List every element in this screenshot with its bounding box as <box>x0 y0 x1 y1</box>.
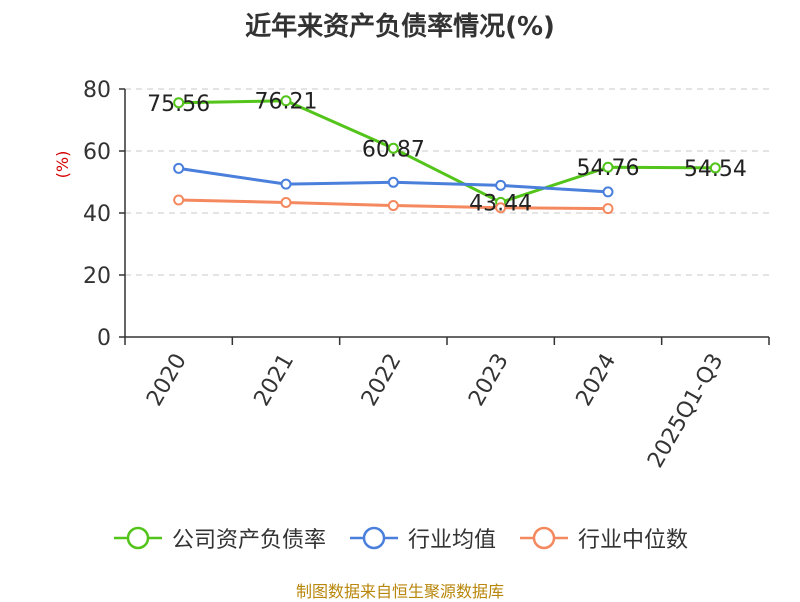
data-point <box>173 97 185 109</box>
legend: 公司资产负债率 行业均值 行业中位数 <box>0 518 800 558</box>
legend-label: 行业中位数 <box>578 528 689 553</box>
x-tick-label: 2021 <box>250 350 300 411</box>
legend-label: 公司资产负债率 <box>171 528 326 553</box>
x-tick-label: 2024 <box>572 350 622 411</box>
data-point <box>387 142 399 154</box>
data-point <box>387 200 399 212</box>
data-labels: 75.56 76.21 60.87 43.44 54.76 54.54 <box>147 90 747 217</box>
data-point <box>602 203 614 215</box>
x-tick-label: 2020 <box>142 350 192 411</box>
data-point <box>495 202 507 214</box>
data-label: 43.44 <box>469 191 532 216</box>
gridlines <box>125 88 769 276</box>
y-tick-label: 80 <box>83 78 111 103</box>
data-label: 75.56 <box>147 92 210 117</box>
data-point <box>280 95 292 107</box>
legend-item[interactable]: 公司资产负债率 <box>112 522 326 554</box>
data-label: 54.54 <box>684 157 747 182</box>
legend-item[interactable]: 行业中位数 <box>518 522 688 554</box>
y-axis-label: (%) <box>53 151 72 179</box>
x-tick-label: 2025Q1-Q3 <box>643 350 728 473</box>
data-point <box>387 176 399 188</box>
data-label: 54.76 <box>577 156 640 181</box>
source-note: 制图数据来自恒生聚源数据库 <box>295 582 504 601</box>
data-point <box>709 162 721 174</box>
chart-title: 近年来资产负债率情况(%) <box>245 12 555 42</box>
data-point <box>173 162 185 174</box>
data-label: 60.87 <box>362 137 425 162</box>
legend-label: 行业均值 <box>407 528 496 553</box>
data-point <box>602 186 614 198</box>
series <box>173 95 721 215</box>
data-point <box>173 194 185 206</box>
data-point <box>495 179 507 191</box>
y-tick-label: 20 <box>83 264 111 289</box>
y-tick-label: 60 <box>83 140 111 165</box>
x-tick-label: 2023 <box>464 350 514 411</box>
legend-swatch <box>113 526 162 550</box>
data-point <box>280 178 292 190</box>
series-line-0 <box>178 99 716 204</box>
data-label: 76.21 <box>255 90 318 115</box>
y-tick-label: 40 <box>83 202 111 227</box>
legend-item[interactable]: 行业均值 <box>348 522 496 554</box>
data-point <box>602 161 614 173</box>
legend-swatch <box>520 526 568 550</box>
x-tick-label: 2022 <box>357 350 407 411</box>
legend-swatch <box>349 526 398 550</box>
data-point <box>280 196 292 208</box>
y-tick-label: 0 <box>97 326 111 351</box>
